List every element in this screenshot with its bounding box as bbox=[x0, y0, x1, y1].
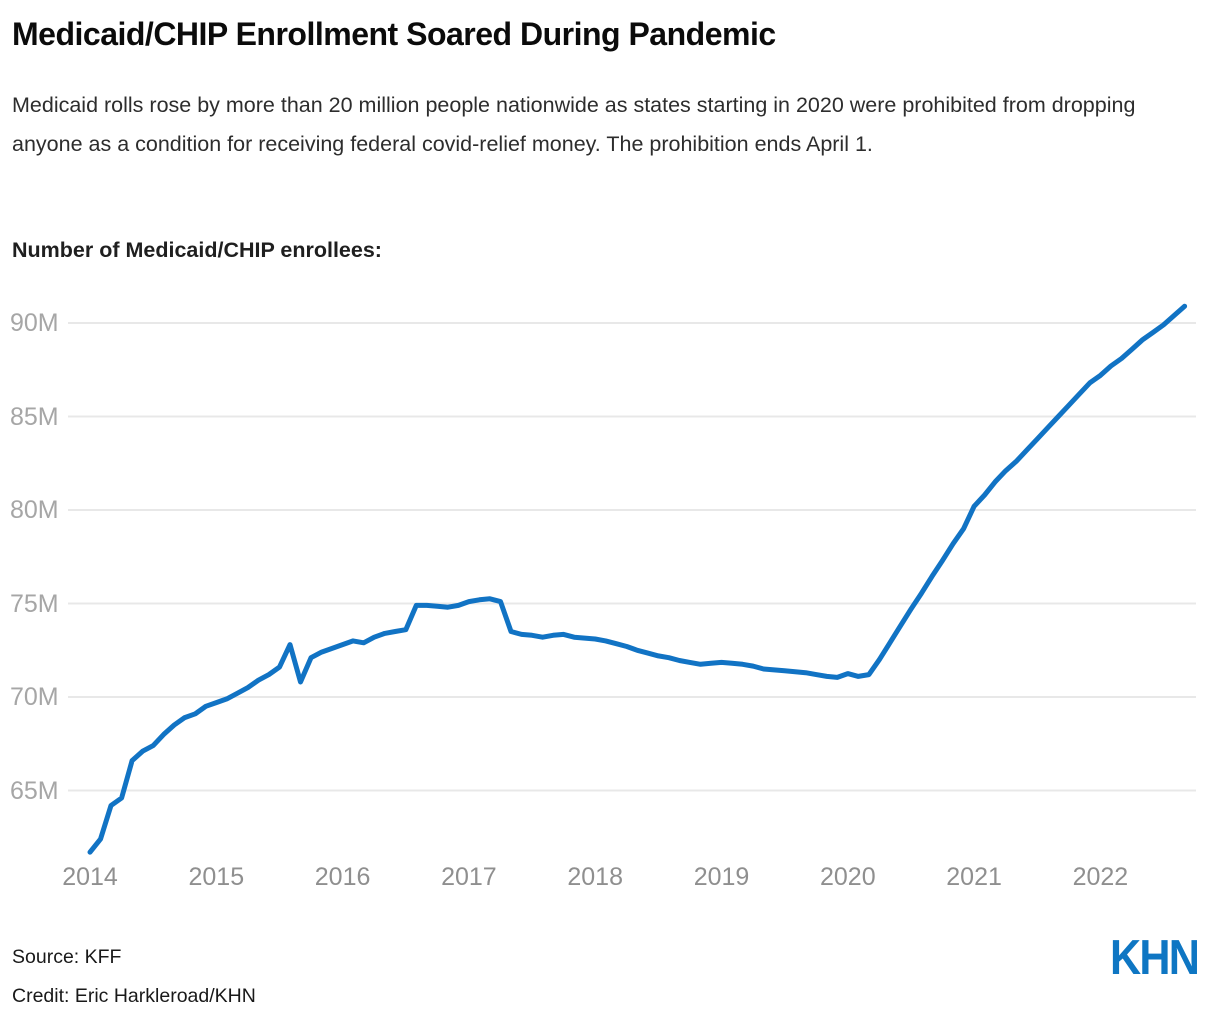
chart-description: Medicaid rolls rose by more than 20 mill… bbox=[12, 93, 1136, 156]
page-title: Medicaid/CHIP Enrollment Soared During P… bbox=[12, 16, 776, 52]
y-axis-tick-80M: 80M bbox=[10, 496, 59, 524]
x-axis-tick-2016: 2016 bbox=[314, 863, 371, 891]
y-axis-tick-85M: 85M bbox=[10, 402, 59, 431]
x-axis-tick-2014: 2014 bbox=[62, 863, 118, 891]
x-axis-tick-2017: 2017 bbox=[441, 863, 497, 891]
khn-logo: KHN bbox=[1109, 931, 1200, 985]
chart-axis-title: Number of Medicaid/CHIP enrollees: bbox=[12, 238, 382, 262]
y-axis-tick-75M: 75M bbox=[10, 589, 59, 618]
x-axis-tick-2022: 2022 bbox=[1072, 863, 1129, 891]
y-axis-tick-90M: 90M bbox=[10, 309, 59, 337]
x-axis-tick-2015: 2015 bbox=[188, 863, 245, 891]
y-axis-tick-70M: 70M bbox=[10, 683, 59, 711]
y-axis-tick-65M: 65M bbox=[10, 776, 59, 805]
x-axis-tick-2018: 2018 bbox=[567, 863, 623, 891]
enrollment-line bbox=[87, 303, 1188, 855]
x-axis-tick-2019: 2019 bbox=[693, 863, 750, 891]
source-text: Source: KFF bbox=[12, 946, 122, 968]
x-axis-tick-2020: 2020 bbox=[819, 863, 876, 891]
x-axis-tick-2021: 2021 bbox=[946, 863, 1002, 891]
gridlines bbox=[68, 322, 1196, 792]
credit-text: Credit: Eric Harkleroad/KHN bbox=[12, 985, 256, 1007]
